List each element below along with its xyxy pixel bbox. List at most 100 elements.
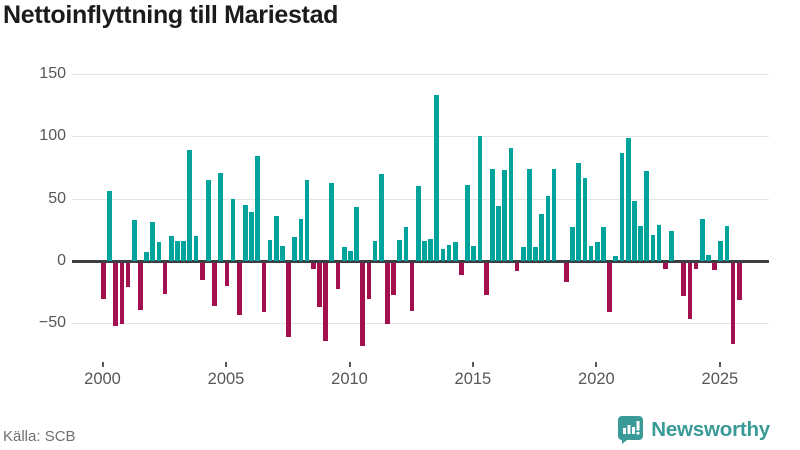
x-tick-mark <box>595 362 598 367</box>
bar <box>477 136 483 261</box>
bar <box>249 212 254 261</box>
bar <box>465 185 471 261</box>
zero-line <box>72 260 769 263</box>
bar <box>267 239 273 261</box>
bar <box>138 262 143 310</box>
bar <box>625 137 631 261</box>
bar <box>255 156 261 261</box>
bar <box>354 207 359 261</box>
bar <box>434 95 440 261</box>
bar <box>508 147 514 261</box>
bar <box>601 227 606 261</box>
bar <box>607 262 613 313</box>
bar <box>261 262 267 313</box>
bar <box>125 262 131 288</box>
newsworthy-logo: Newsworthy <box>617 415 770 444</box>
bar <box>527 168 532 261</box>
bar <box>502 170 508 261</box>
bar <box>570 227 575 261</box>
bar <box>409 262 415 312</box>
y-axis-label: 150 <box>39 65 66 83</box>
bar <box>533 247 538 261</box>
bar <box>206 180 211 261</box>
bar <box>181 241 187 261</box>
newsworthy-wordmark: Newsworthy <box>651 417 770 441</box>
bar <box>656 224 662 261</box>
bar <box>156 242 162 261</box>
bar <box>687 262 693 319</box>
bar <box>144 252 149 261</box>
bar <box>644 171 650 261</box>
x-tick-mark <box>101 362 104 367</box>
bar <box>218 172 224 261</box>
bar <box>119 262 125 324</box>
bar <box>730 262 736 344</box>
gridline <box>72 136 769 138</box>
bar <box>514 262 520 272</box>
bar <box>724 226 730 261</box>
bar <box>199 262 205 280</box>
bar <box>230 198 236 261</box>
bar <box>706 254 711 261</box>
bar <box>243 204 248 261</box>
x-axis-label: 2025 <box>701 370 739 388</box>
bar <box>632 201 637 261</box>
bar <box>372 241 378 261</box>
gridline <box>72 74 769 76</box>
bar <box>403 227 409 261</box>
x-tick-mark <box>225 362 227 367</box>
bar <box>391 262 396 295</box>
bar <box>397 239 403 261</box>
bar <box>669 231 674 261</box>
chart-title: Nettoinflyttning till Mariestad <box>3 1 339 29</box>
bar <box>718 241 724 261</box>
bar <box>452 242 458 261</box>
bar <box>613 256 619 261</box>
bar <box>298 218 304 261</box>
bar <box>588 246 594 261</box>
bar <box>638 226 643 261</box>
bar <box>360 262 366 346</box>
bar <box>459 262 464 275</box>
bar <box>576 162 582 261</box>
bar <box>496 206 501 261</box>
bar <box>471 246 477 261</box>
bar <box>335 262 341 289</box>
bar <box>317 262 322 308</box>
y-axis-label: 50 <box>48 189 66 207</box>
x-tick-mark <box>471 362 474 367</box>
bar <box>193 236 199 261</box>
bar <box>736 262 742 300</box>
bar <box>101 262 106 299</box>
bar <box>187 150 193 261</box>
x-axis-label: 2010 <box>331 370 368 388</box>
bar <box>304 180 310 261</box>
gridline <box>72 323 769 325</box>
source-label: Källa: SCB <box>3 428 76 445</box>
bar <box>650 234 656 261</box>
bar <box>712 262 717 270</box>
newsworthy-icon <box>617 415 644 444</box>
bar <box>422 241 427 261</box>
bar <box>310 262 316 269</box>
bar <box>224 262 230 287</box>
x-tick-mark <box>348 362 351 367</box>
bar <box>236 262 242 315</box>
bar <box>323 262 329 341</box>
bar <box>594 242 600 261</box>
bar <box>662 262 668 269</box>
bar <box>150 222 156 261</box>
x-axis-label: 2015 <box>454 370 492 388</box>
bar <box>693 262 699 269</box>
bar <box>520 247 526 261</box>
bar <box>175 241 180 261</box>
bar <box>490 168 495 261</box>
bar <box>446 244 452 261</box>
bar <box>483 262 489 295</box>
bar <box>699 218 705 261</box>
bar <box>280 246 285 261</box>
bar <box>545 196 551 261</box>
y-axis-label: −50 <box>38 314 66 332</box>
bar <box>440 248 446 261</box>
